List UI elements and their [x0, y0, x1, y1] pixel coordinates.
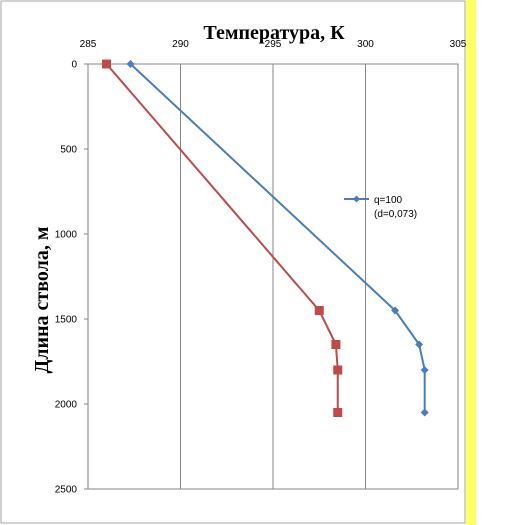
yellow-highlight-bar: [466, 0, 476, 525]
x-tick-label: 285: [80, 39, 97, 50]
y-tick-label: 1500: [55, 315, 78, 326]
series-2-point: [333, 408, 343, 417]
grid-lines: [84, 63, 459, 490]
y-tick-label: 500: [60, 145, 77, 156]
x-tick-label: 300: [357, 39, 374, 50]
y-tick-labels: 0 500 1000 1500 2000 2500: [55, 60, 78, 496]
series-1-point: [126, 60, 135, 68]
legend-entry-line1: q=100: [374, 195, 403, 206]
y-tick-label: 1000: [55, 230, 78, 241]
series-2-point: [333, 365, 343, 375]
y-axis-title: Длина ствола, м: [31, 227, 53, 374]
legend-marker: [353, 195, 360, 203]
y-tick-label: 2000: [55, 400, 78, 411]
series-1-point: [391, 306, 400, 315]
x-tick-label: 290: [172, 39, 189, 50]
x-tick-label: 305: [450, 39, 467, 50]
x-axis-title: Температура, К: [203, 22, 345, 44]
legend-entry-line2: (d=0,073): [374, 209, 417, 220]
series-1-point: [420, 366, 429, 374]
series-2-point: [102, 59, 111, 69]
series-1-point: [415, 340, 424, 349]
x-tick-label: 295: [265, 39, 282, 50]
series-1-point: [420, 408, 429, 417]
legend: q=100 (d=0,073): [344, 195, 417, 220]
y-tick-label: 0: [71, 60, 77, 71]
chart-area-border: [0, 0, 466, 524]
y-tick-label: 2500: [55, 485, 78, 496]
series-2-point: [331, 340, 341, 349]
x-tick-labels: 285 290 295 300 305: [80, 39, 467, 50]
series-2-point: [314, 306, 324, 315]
series-layer: [102, 59, 429, 417]
